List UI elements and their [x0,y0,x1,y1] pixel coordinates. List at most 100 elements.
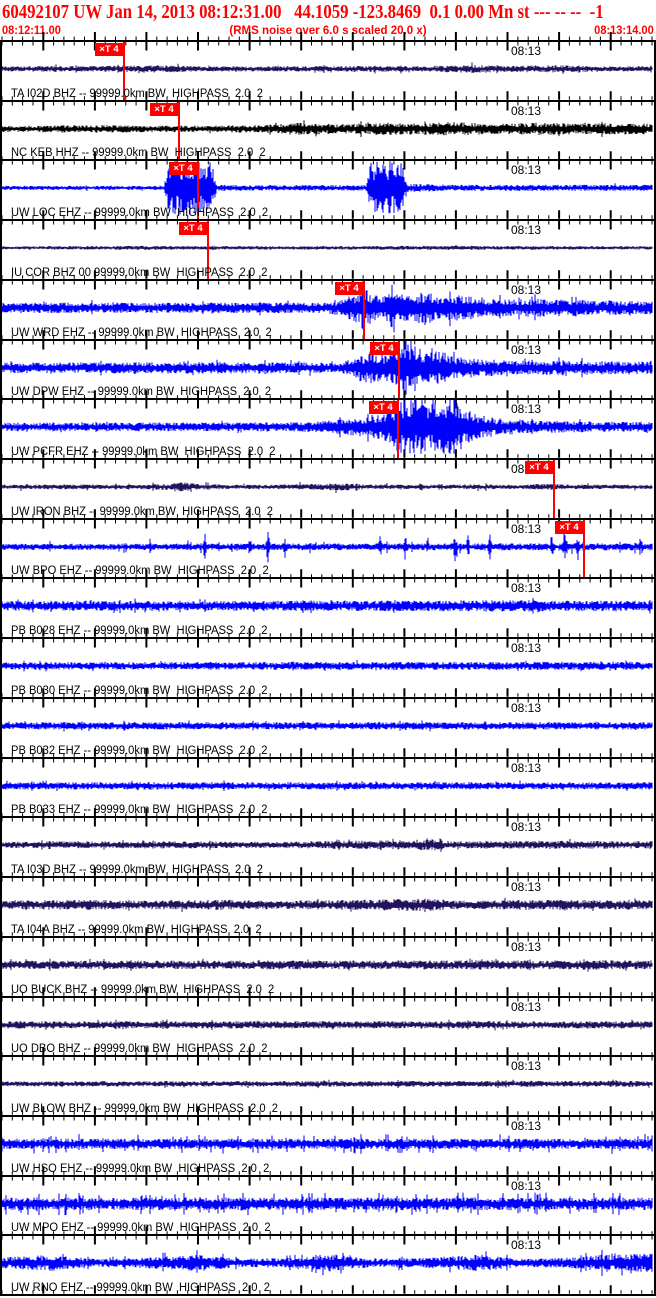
station-label: PB B033 EHZ -- 99999.0km BW HIGHPASS 2.0… [11,804,268,817]
waveform[interactable] [2,101,654,160]
station-label: IU COR BHZ 00 99999.0km BW HIGHPASS 2.0 … [11,266,268,279]
pick-flag[interactable]: ×T 4 [370,341,398,355]
waveform[interactable] [2,340,654,399]
waveform[interactable] [2,400,654,459]
station-label: UW HSO EHZ -- 99999.0km BW HIGHPASS 2.0 … [11,1162,270,1175]
minute-label: 08:13 [511,1238,542,1253]
trace-panel-uw-rno[interactable]: 08:13 UW RNO EHZ -- 99999.0km BW HIGHPASS… [2,1234,654,1295]
trace-panel-uw-iron[interactable]: 08:13×T 4UW IRON BHZ -- 99999.0km BW HIG… [2,458,654,518]
rms-scaling-note: (RMS noise over 6.0 s scaled 20.0 x) [229,23,427,37]
station-label: UW BPO EHZ -- 99999.0km BW HIGHPASS 2.0 … [11,565,269,578]
minute-label: 08:13 [511,1059,542,1074]
trace-panel-uw-wrd[interactable]: 08:13 ×T 4 UW WRD EHZ -- 99999.0km BW HIGH… [2,278,654,339]
trace-panel-ta-i02d[interactable]: 08:13 ×T 4 TA I02D BHZ -- 99999.0km BW HIG… [2,40,654,100]
waveform[interactable] [2,818,654,877]
station-label: TA I04A BHZ -- 99999.0km BW HIGHPASS 2.0… [11,923,262,936]
pick-flag[interactable]: ×T 4 [555,520,583,534]
station-label: TA I03D BHZ -- 99999.0km BW HIGHPASS 2.0… [11,864,263,877]
waveform[interactable] [2,1057,654,1115]
minute-label: 08:13 [511,820,542,835]
waveform[interactable] [2,579,654,638]
minute-label: 08:13 [511,880,542,895]
waveform[interactable] [2,758,654,817]
waveform[interactable] [2,878,654,936]
station-label: PB B030 EHZ -- 99999.0km BW HIGHPASS 2.0… [11,684,268,697]
minute-label: 08:13 [511,939,542,954]
minute-label: 08:13 [511,282,542,297]
trace-panel-pb-b032[interactable]: 08:13 PB B032 EHZ -- 99999.0km BW HIGHPAS… [2,696,654,757]
trace-panel-uw-pcfr[interactable]: 08:13 ×T 4 UW PCFR EHZ -- 99999.0km BW HIG… [2,398,654,459]
station-label: UW MPO EHZ -- 99999.0km BW HIGHPASS 2.0 … [11,1222,271,1235]
station-label: UW BLOW BHZ -- 99999.0km BW HIGHPASS 2.0… [11,1102,278,1115]
trace-panel-uo-buck[interactable]: 08:13 UO BUCK BHZ -- 99999.0km BW HIGHPAS… [2,935,654,996]
pick-time-line[interactable] [123,42,125,100]
station-label: UW IRON BHZ -- 99999.0km BW HIGHPASS 2.0… [11,505,274,518]
trace-panel-pb-b033[interactable]: 08:13 PB B033 EHZ -- 99999.0km BW HIGHPAS… [2,756,654,817]
pick-flag[interactable]: ×T 4 [150,102,178,116]
station-label: TA I02D BHZ -- 99999.0km BW HIGHPASS 2.0… [11,87,263,100]
minute-label: 08:13 [511,760,542,775]
station-label: PB B028 EHZ -- 99999.0km BW HIGHPASS 2.0… [11,625,268,638]
pick-flag[interactable]: ×T 4 [525,461,553,475]
trace-panel-ta-i03d[interactable]: 08:13 TA I03D BHZ -- 99999.0km BW HIGHPAS… [2,816,654,877]
pick-time-line[interactable] [583,519,585,578]
trace-panel-pb-b028[interactable]: 08:13 PB B028 EHZ -- 99999.0km BW HIGHPAS… [2,577,654,638]
minute-label: 08:13 [511,44,542,58]
window-end-time: 08:13:14.00 [594,23,654,37]
minute-label: 08:13 [511,223,542,238]
minute-label: 08:13 [511,342,542,357]
waveform[interactable] [2,937,654,996]
pick-flag[interactable]: ×T 4 [179,222,207,236]
pick-flag[interactable]: ×T 4 [335,281,363,295]
waveform[interactable] [2,1116,654,1175]
waveform[interactable] [2,519,654,578]
pick-time-line[interactable] [178,101,180,160]
waveform[interactable] [2,698,654,757]
waveform[interactable] [2,42,654,100]
trace-panel-uw-hso[interactable]: 08:13 UW HSO EHZ -- 99999.0km BW HIGHPASS… [2,1114,654,1175]
pick-time-line[interactable] [207,221,209,279]
trace-panel-nc-keb[interactable]: 08:13 ×T 4 NC KEB HHZ -- 99999.0km BW HIGH… [2,99,654,160]
waveform[interactable] [2,460,654,518]
waveform[interactable] [2,639,654,697]
waveform[interactable] [2,161,654,220]
station-label: UW LOC EHZ -- 99999.0km BW HIGHPASS 2.0 … [11,207,269,220]
waveform[interactable] [2,1236,654,1295]
trace-panel-uw-dpw[interactable]: 08:13 ×T 4 UW DPW EHZ -- 99999.0km BW HIGH… [2,338,654,399]
trace-panel-uw-mpo[interactable]: 08:13 UW MPO EHZ -- 99999.0km BW HIGHPASS… [2,1174,654,1235]
trace-panel-uw-blow[interactable]: 08:13 UW BLOW BHZ -- 99999.0km BW HIGHPAS… [2,1055,654,1115]
waveform[interactable] [2,997,654,1056]
station-label: PB B032 EHZ -- 99999.0km BW HIGHPASS 2.0… [11,744,268,757]
station-label: UW DPW EHZ -- 99999.0km BW HIGHPASS 2.0 … [11,386,272,399]
minute-label: 08:13 [511,402,542,417]
minute-label: 08:13 [511,521,542,536]
station-label: NC KEB HHZ -- 99999.0km BW HIGHPASS 2.0 … [11,147,266,160]
pick-flag[interactable]: ×T 4 [369,401,397,415]
minute-label: 08:13 [511,1178,542,1193]
minute-label: 08:13 [511,1118,542,1133]
pick-flag[interactable]: ×T 4 [169,162,197,176]
waveform[interactable] [2,1176,654,1235]
trace-panel-uo-dbo[interactable]: 08:13 UO DBO BHZ -- 99999.0km BW HIGHPASS… [2,995,654,1056]
pick-time-line[interactable] [363,280,365,339]
pick-time-line[interactable] [397,400,399,459]
trace-panel-ta-i04a[interactable]: 08:13 TA I04A BHZ -- 99999.0km BW HIGHPAS… [2,876,654,936]
pick-time-line[interactable] [398,340,400,399]
pick-time-line[interactable] [197,161,199,220]
trace-panel-iu-cor[interactable]: 08:13 ×T 4 IU COR BHZ 00 99999.0km BW HIGH… [2,219,654,279]
event-header: 60492107 UW Jan 14, 2013 08:12:31.00 44.… [2,1,604,23]
waveform[interactable] [2,221,654,279]
station-label: UW WRD EHZ -- 99999.0km BW HIGHPASS 2.0 … [11,326,272,339]
minute-label: 08:13 [511,700,542,715]
minute-label: 08:13 [511,103,542,118]
window-start-time: 08:12:11.00 [2,23,61,37]
trace-list: 08:13 ×T 4 TA I02D BHZ -- 99999.0km BW HIG… [0,40,656,1296]
trace-panel-uw-loc[interactable]: 08:13 ×T 4 UW LOC EHZ -- 99999.0km BW HIGH… [2,159,654,220]
time-ruler [1,32,653,40]
trace-panel-uw-bpo[interactable]: 08:13 ×T 4 UW BPO EHZ -- 99999.0km BW HIGH… [2,517,654,578]
station-label: UW RNO EHZ -- 99999.0km BW HIGHPASS 2.0 … [11,1282,270,1295]
trace-panel-pb-b030[interactable]: 08:13 PB B030 EHZ -- 99999.0km BW HIGHPAS… [2,637,654,697]
minute-label: 08:13 [511,581,542,596]
pick-time-line[interactable] [553,460,555,518]
pick-flag[interactable]: ×T 4 [95,43,123,56]
